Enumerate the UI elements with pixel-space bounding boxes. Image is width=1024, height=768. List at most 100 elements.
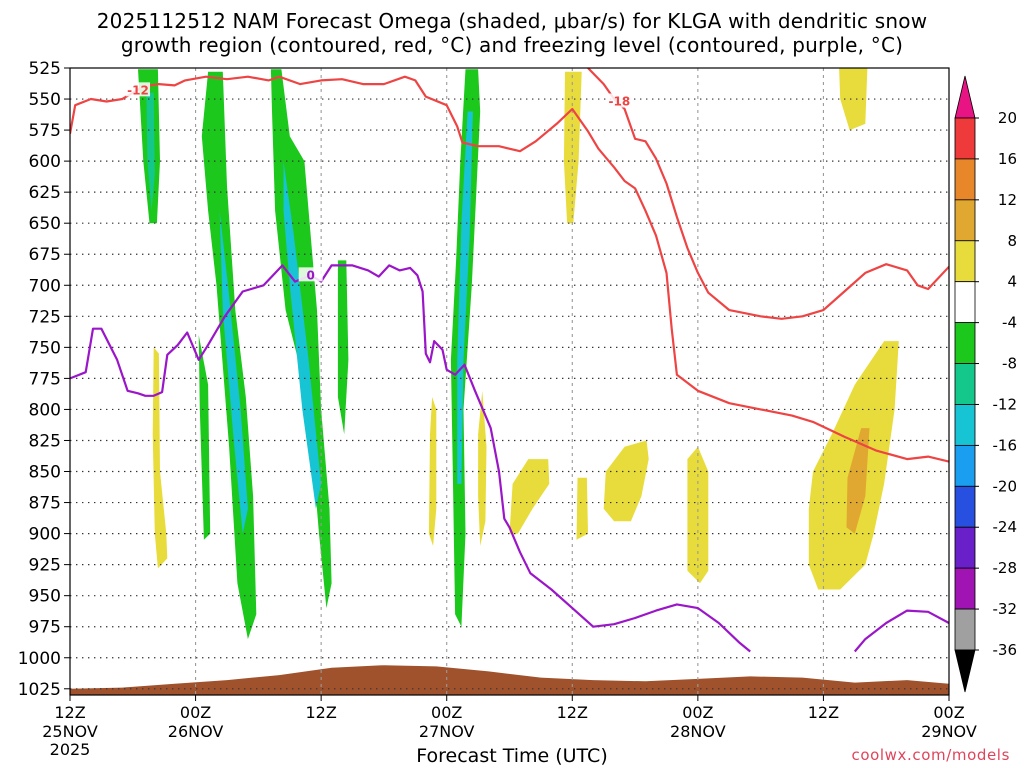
y-tick-label: 700: [29, 276, 61, 296]
chart-title-line-1: 2025112512 NAM Forecast Omega (shaded, μ…: [96, 9, 928, 33]
y-tick-label: 750: [29, 338, 61, 358]
plot-frame: [69, 67, 950, 696]
colorbar-tick-label: -32: [993, 600, 1018, 618]
gridlines: [70, 68, 949, 695]
dgz-contour-1-label-bg: [607, 93, 632, 108]
omega-rise-4-core: [457, 111, 473, 484]
freezing-level-contour-1: [853, 609, 949, 653]
y-tick-label: 825: [29, 431, 61, 451]
y-tick-label: 675: [29, 245, 61, 265]
x-tick-label: 00Z: [933, 703, 964, 722]
colorbar-over-triangle: [954, 75, 976, 119]
dgz-contour-0-label: -12: [127, 83, 149, 97]
omega-sink-9: [839, 68, 868, 131]
colorbar-tick-label: -24: [993, 518, 1018, 536]
colorbar-tick-label: -16: [993, 436, 1018, 454]
colorbar-band: [954, 526, 976, 569]
y-tick-label: 550: [29, 90, 61, 110]
y-tick-label: 1000: [18, 649, 61, 669]
colorbar-tick-label: 20: [998, 109, 1017, 127]
y-tick-label: 650: [29, 214, 61, 234]
colorbar-tick-label: 16: [998, 150, 1017, 168]
omega-rise-3-core: [283, 161, 322, 509]
colorbar-tick-label: -8: [1002, 355, 1017, 373]
y-axis: 525 550 575 600 625 650 675 700 725 750 775 800 825 8…: [18, 59, 70, 700]
colorbar-band: [954, 485, 976, 528]
colorbar: 20 16 12 8 4 -4 -8 -12 -16 -20 -24 -28 -32 -36: [954, 75, 1018, 693]
y-tick-label: 800: [29, 400, 61, 420]
colorbar-band: [954, 444, 976, 487]
colorbar-band: [954, 240, 976, 283]
colorbar-under-triangle: [954, 649, 976, 693]
omega-rise-3-side: [337, 260, 349, 435]
y-tick-label: 850: [29, 463, 61, 483]
y-tick-label: 875: [29, 494, 61, 514]
colorbar-tick-label: -36: [993, 641, 1018, 659]
dgz-contour-1-label: -18: [609, 95, 631, 109]
freezing-level-contour-0: [70, 264, 751, 653]
contour-labels: -12 -18 0: [126, 82, 632, 282]
colorbar-band: [954, 404, 976, 446]
y-tick-label: 725: [29, 307, 61, 327]
omega-sink-4: [478, 390, 487, 546]
colorbar-band: [954, 199, 976, 242]
x-tick-date: 26NOV: [168, 722, 224, 741]
omega-rise-2-core: [219, 210, 248, 534]
omega-rise-4: [450, 69, 481, 627]
omega-sink-3: [428, 397, 437, 546]
x-tick-date: 29NOV: [921, 722, 977, 741]
omega-rise-1-core: [146, 92, 155, 211]
x-tick-label: 12Z: [808, 703, 839, 722]
y-tick-label: 775: [29, 369, 61, 389]
colorbar-tick-label: 12: [998, 191, 1017, 209]
colorbar-tick-label: -12: [993, 395, 1018, 413]
y-tick-label: 900: [29, 525, 61, 545]
omega-shading: [138, 68, 899, 640]
colorbar-tick-label: 4: [1007, 273, 1017, 291]
credit-link[interactable]: coolwx.com/models: [851, 746, 1010, 764]
omega-sink-1: [152, 347, 168, 569]
omega-sink-5: [509, 459, 550, 534]
y-tick-label: 925: [29, 556, 61, 576]
omega-rise-2-foot: [198, 334, 211, 540]
colorbar-band: [954, 608, 976, 651]
contour-lines: [70, 68, 949, 653]
y-tick-label: 525: [29, 59, 61, 79]
chart-title-line-2: growth region (contoured, red, °C) and f…: [120, 33, 904, 57]
colorbar-tick-label: -28: [993, 559, 1018, 577]
colorbar-tick-label: -4: [1002, 314, 1017, 332]
surface-terrain: [70, 665, 949, 695]
y-tick-label: 575: [29, 121, 61, 141]
y-tick-label: 625: [29, 183, 61, 203]
colorbar-band: [954, 281, 976, 324]
dgz-contour-1: [587, 68, 949, 320]
surface-terrain-layer: [70, 665, 949, 695]
x-tick-label: 00Z: [431, 703, 462, 722]
y-tick-label: 600: [29, 152, 61, 172]
colorbar-band: [954, 322, 976, 364]
colorbar-band: [954, 567, 976, 610]
y-tick-label: 975: [29, 618, 61, 638]
x-tick-label: 12Z: [54, 703, 85, 722]
x-tick-date: 28NOV: [670, 722, 726, 741]
colorbar-band: [954, 363, 976, 405]
colorbar-tick-label: -20: [993, 477, 1018, 495]
freezing-level-contour-0-label: 0: [306, 268, 314, 282]
x-tick-label: 12Z: [305, 703, 336, 722]
x-tick-date: 27NOV: [419, 722, 475, 741]
freezing-level-contour-0-label-bg: [298, 267, 323, 282]
x-tick-year: 2025: [50, 740, 91, 759]
x-tick-date: 25NOV: [42, 722, 98, 741]
x-tick-label: 00Z: [180, 703, 211, 722]
colorbar-band: [954, 117, 976, 160]
omega-sink-7: [603, 440, 649, 522]
omega-sink-8: [687, 446, 709, 584]
dgz-contour-0-label-bg: [126, 82, 151, 97]
colorbar-band: [954, 158, 976, 201]
y-tick-label: 1025: [18, 680, 61, 700]
x-axis-label: Forecast Time (UTC): [416, 745, 608, 767]
colorbar-tick-label: 8: [1007, 232, 1017, 250]
omega-sink-6: [576, 477, 588, 540]
